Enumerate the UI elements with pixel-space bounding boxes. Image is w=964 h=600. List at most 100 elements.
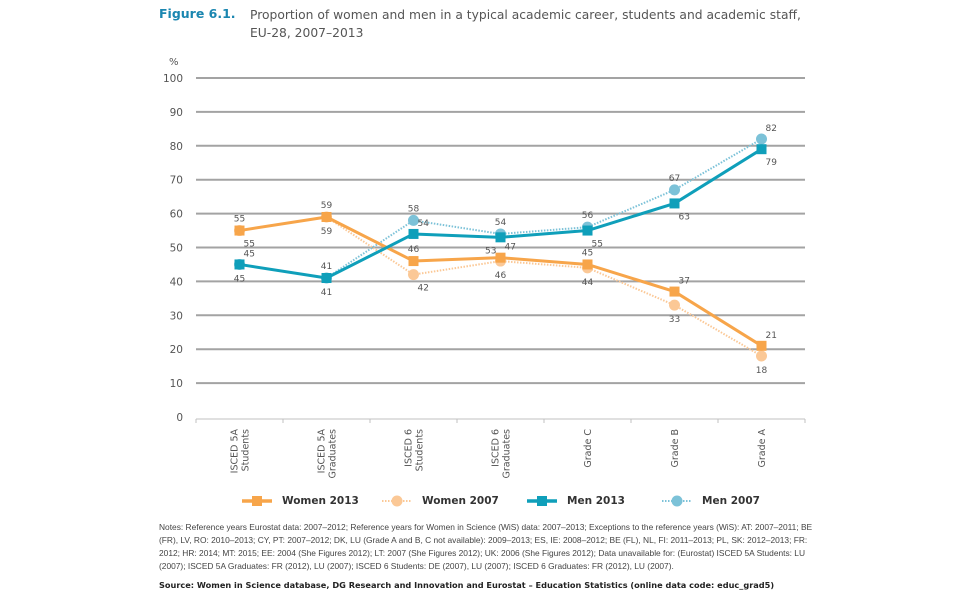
data-label-men-2007: 56 (582, 211, 594, 221)
data-point-women-2013 (756, 340, 767, 351)
y-axis: 0 10 20 30 40 50 60 70 80 90 100 (163, 73, 183, 424)
legend-swatch-icon (382, 495, 412, 507)
x-tick-label-line: ISCED 5A (317, 429, 328, 474)
series-group (234, 133, 767, 362)
legend-label: Women 2007 (422, 495, 499, 507)
data-label-men-2007: 45 (244, 249, 255, 259)
data-point-women-2013 (234, 225, 245, 236)
legend-label: Women 2013 (282, 495, 359, 507)
x-tick-label-line: Grade B (670, 429, 681, 468)
x-tick-label: ISCED 6 Graduates (491, 429, 513, 479)
y-tick-label: 40 (170, 276, 183, 288)
data-label-men-2013: 55 (592, 240, 603, 250)
data-label-men-2007: 58 (408, 204, 420, 214)
data-point-men-2007 (756, 133, 767, 145)
data-point-women-2013 (321, 211, 332, 222)
data-label-men-2013: 79 (766, 158, 778, 168)
data-point-women-2013 (495, 252, 506, 263)
x-tick-label-line: Students (415, 429, 426, 471)
legend: Women 2013 Women 2007 Men 2013 Men 2007 (240, 492, 760, 510)
legend-item-men-2013: Men 2013 (525, 492, 625, 510)
data-label-women-2013: 55 (244, 240, 255, 250)
data-label-men-2013: 45 (234, 274, 245, 284)
figure-title: Proportion of women and men in a typical… (250, 8, 801, 40)
legend-label: Men 2013 (567, 495, 625, 507)
data-point-women-2013 (582, 259, 593, 270)
data-point-men-2007 (669, 184, 680, 196)
legend-item-women-2007: Women 2007 (380, 492, 499, 510)
data-point-men-2007 (408, 214, 419, 226)
data-label-men-2007: 82 (766, 124, 777, 134)
legend-item-women-2013: Women 2013 (240, 492, 359, 510)
x-tick-label: ISCED 6 Students (404, 429, 426, 471)
data-point-men-2013 (321, 273, 332, 284)
chart-source: Source: Women in Science database, DG Re… (159, 580, 775, 590)
data-point-women-2007 (756, 350, 767, 362)
data-label-women-2013: 59 (321, 227, 333, 237)
legend-item-men-2007: Men 2007 (660, 492, 760, 510)
data-label-women-2007: 44 (582, 278, 594, 288)
x-axis: ISCED 5A Students ISCED 5A Graduates ISCED 6… (195, 418, 806, 479)
data-label-women-2013: 21 (766, 331, 777, 341)
data-label-women-2013: 47 (505, 243, 516, 253)
y-tick-label: 80 (170, 141, 183, 153)
x-tick-label: ISCED 5A Graduates (317, 429, 339, 479)
data-label-women-2007: 33 (669, 315, 680, 325)
x-tick-label-line: Students (241, 429, 252, 471)
x-tick-label: Grade A (757, 429, 768, 468)
data-point-women-2007 (408, 269, 419, 281)
legend-label: Men 2007 (702, 495, 760, 507)
y-tick-label: 70 (170, 175, 183, 187)
data-label-women-2013: 37 (679, 277, 690, 287)
figure-label: Figure 6.1. (159, 6, 236, 21)
data-label-women-2013: 46 (408, 245, 420, 255)
x-tick-label-line: Graduates (328, 429, 339, 479)
data-label-women-2007: 18 (756, 366, 768, 376)
y-tick-label: 20 (170, 344, 183, 356)
data-point-women-2013 (669, 286, 680, 297)
x-tick-label: Grade C (583, 429, 594, 468)
legend-swatch-icon (527, 496, 557, 506)
data-label-women-2013: 45 (582, 248, 593, 258)
x-tick-label-line: Grade C (583, 429, 594, 468)
y-tick-label: 50 (170, 243, 183, 255)
x-tick-label-line: ISCED 5A (230, 429, 241, 474)
data-point-men-2013 (495, 232, 506, 243)
chart-notes: Notes: Reference years Eurostat data: 20… (159, 522, 813, 571)
data-label-men-2013: 53 (485, 246, 496, 256)
data-point-men-2013 (582, 225, 593, 236)
data-label-men-2013: 63 (679, 212, 690, 222)
data-labels: 55 59 46 47 45 37 21 55 59 42 46 44 33 18 45 41 54 53 55 63… (234, 124, 777, 376)
y-axis-label: % (169, 57, 179, 68)
data-label-men-2013: 41 (321, 288, 332, 298)
x-tick-label: ISCED 5A Students (230, 429, 252, 474)
data-point-men-2013 (234, 259, 245, 270)
legend-swatch-icon (662, 495, 692, 507)
y-tick-label: 100 (163, 73, 183, 85)
x-tick-label-line: ISCED 6 (404, 429, 415, 467)
data-point-men-2013 (408, 228, 419, 239)
data-label-women-2007: 46 (495, 271, 507, 281)
y-tick-label: 60 (170, 209, 183, 221)
y-tick-label: 10 (170, 378, 183, 390)
data-label-men-2007: 41 (321, 262, 332, 272)
data-point-men-2013 (669, 198, 680, 209)
gridlines (196, 77, 805, 385)
data-label-women-2007: 55 (234, 215, 245, 225)
data-point-women-2013 (408, 256, 419, 267)
data-label-women-2007: 42 (418, 284, 429, 294)
x-tick-label-line: ISCED 6 (491, 429, 502, 467)
legend-swatch-icon (242, 496, 272, 506)
x-tick-label: Grade B (670, 429, 681, 468)
x-tick-label-line: Grade A (757, 429, 768, 468)
y-tick-label: 90 (170, 107, 183, 119)
data-label-women-2007: 59 (321, 201, 333, 211)
y-tick-label: 30 (170, 310, 183, 322)
data-point-women-2007 (669, 299, 680, 311)
x-tick-label-line: Graduates (502, 429, 513, 479)
data-point-men-2013 (756, 144, 767, 155)
data-label-men-2007: 54 (495, 218, 507, 228)
data-label-men-2013: 54 (418, 219, 430, 229)
y-tick-label: 0 (176, 412, 183, 424)
